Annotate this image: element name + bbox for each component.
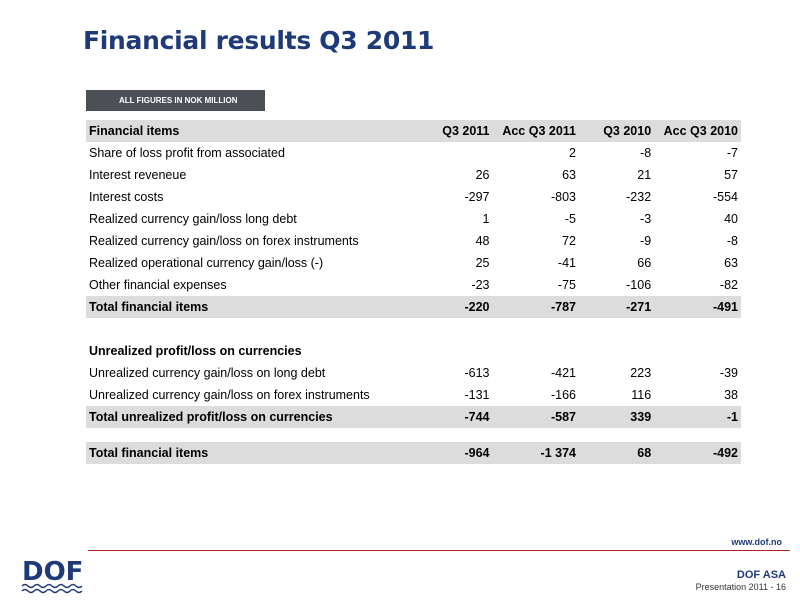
cell-value: 1 (482, 212, 490, 226)
cell-value: 223 (630, 366, 652, 380)
cell-value (422, 340, 493, 362)
cell-value: -613 (464, 366, 490, 380)
cell-value: -1 374 (492, 442, 579, 464)
dof-logo: DOF (21, 557, 83, 594)
table-row: Unrealized currency gain/loss on forex i… (86, 384, 741, 406)
cell-value: -75 (557, 278, 576, 292)
cell-value (422, 142, 493, 164)
cell-value: -491 (654, 296, 741, 318)
cell-value: 68 (579, 442, 655, 464)
cell-value: -587 (492, 406, 579, 428)
column-header: Acc Q3 2010 (654, 120, 741, 142)
cell-value: 38 (724, 388, 738, 402)
cell-value: -297 (464, 190, 490, 204)
slide-number: Presentation 2011 - 16 (695, 582, 786, 592)
spacer-row (86, 428, 741, 442)
cell-value: 63 (724, 256, 738, 270)
row-label: Realized currency gain/loss on forex ins… (89, 234, 359, 248)
section-label: Unrealized profit/loss on currencies (89, 344, 302, 358)
cell-value: -8 (640, 146, 652, 160)
footer-divider (88, 550, 790, 551)
cell-value: 26 (475, 168, 490, 182)
cell-value: 66 (637, 256, 652, 270)
cell-value: -1 (654, 406, 741, 428)
total-row: Total financial items -220 -787 -271 -49… (86, 296, 741, 318)
cell-value (579, 340, 654, 362)
cell-value: 25 (475, 256, 490, 270)
cell-value: -39 (719, 366, 738, 380)
table-row: Unrealized currency gain/loss on long de… (86, 362, 741, 384)
cell-value: -82 (719, 278, 738, 292)
page-title: Financial results Q3 2011 (83, 26, 435, 55)
column-header: Q3 2011 (421, 120, 493, 142)
row-label: Realized operational currency gain/loss … (89, 256, 324, 270)
grand-total-row: Total financial items -964 -1 374 68 -49… (86, 442, 741, 464)
spacer-row (86, 318, 741, 340)
table-row: Share of loss profit from associated 2 -… (86, 142, 741, 164)
row-label: Total unrealized profit/loss on currenci… (86, 406, 422, 428)
row-label: Share of loss profit from associated (89, 146, 285, 160)
row-label: Unrealized currency gain/loss on forex i… (89, 388, 370, 402)
cell-value: -964 (421, 442, 493, 464)
financial-items-table: Financial items Q3 2011 Acc Q3 2011 Q3 2… (86, 120, 741, 464)
table-row: Realized currency gain/loss on forex ins… (86, 230, 741, 252)
cell-value: -220 (421, 296, 493, 318)
section-header-row: Unrealized profit/loss on currencies (86, 340, 741, 362)
column-header: Financial items (86, 120, 422, 142)
cell-value: -271 (579, 296, 655, 318)
dof-logo-text: DOF (22, 557, 83, 587)
table-row: Realized operational currency gain/loss … (86, 252, 741, 274)
total-row: Total unrealized profit/loss on currenci… (86, 406, 741, 428)
cell-value: -803 (550, 190, 576, 204)
cell-value: 63 (562, 168, 576, 182)
cell-value (654, 340, 741, 362)
table-row: Interest reveneue 26 63 21 57 (86, 164, 741, 186)
cell-value: -7 (726, 146, 738, 160)
column-header: Acc Q3 2011 (492, 120, 579, 142)
cell-value: -554 (712, 190, 738, 204)
cell-value: -8 (726, 234, 738, 248)
cell-value: -166 (550, 388, 576, 402)
cell-value: 40 (724, 212, 738, 226)
company-name: DOF ASA (736, 569, 786, 581)
units-badge: ALL FIGURES IN NOK MILLION (86, 90, 265, 111)
cell-value: 72 (562, 234, 576, 248)
cell-value: -9 (640, 234, 652, 248)
website-link[interactable]: www.dof.no (731, 537, 782, 547)
cell-value: -787 (492, 296, 579, 318)
row-label: Unrealized currency gain/loss on long de… (89, 366, 326, 380)
table-row: Interest costs -297 -803 -232 -554 (86, 186, 741, 208)
row-label: Realized currency gain/loss long debt (89, 212, 297, 226)
cell-value: -41 (557, 256, 576, 270)
row-label: Interest reveneue (89, 168, 187, 182)
cell-value: -3 (640, 212, 652, 226)
table-row: Realized currency gain/loss long debt 1 … (86, 208, 741, 230)
cell-value: -232 (626, 190, 652, 204)
cell-value (492, 340, 579, 362)
cell-value: 57 (724, 168, 738, 182)
cell-value: 339 (579, 406, 655, 428)
cell-value: -744 (421, 406, 493, 428)
cell-value: -492 (654, 442, 741, 464)
cell-value: -421 (550, 366, 576, 380)
cell-value: 21 (637, 168, 652, 182)
row-label: Total financial items (86, 296, 422, 318)
cell-value: 2 (569, 146, 576, 160)
cell-value: -106 (626, 278, 652, 292)
cell-value: -23 (471, 278, 490, 292)
cell-value: 116 (631, 388, 652, 402)
row-label: Interest costs (89, 190, 164, 204)
cell-value: -5 (564, 212, 576, 226)
table-row: Other financial expenses -23 -75 -106 -8… (86, 274, 741, 296)
table-header-row: Financial items Q3 2011 Acc Q3 2011 Q3 2… (86, 120, 741, 142)
cell-value: -131 (464, 388, 490, 402)
row-label: Total financial items (86, 442, 422, 464)
row-label: Other financial expenses (89, 278, 227, 292)
cell-value: 48 (475, 234, 490, 248)
column-header: Q3 2010 (579, 120, 655, 142)
